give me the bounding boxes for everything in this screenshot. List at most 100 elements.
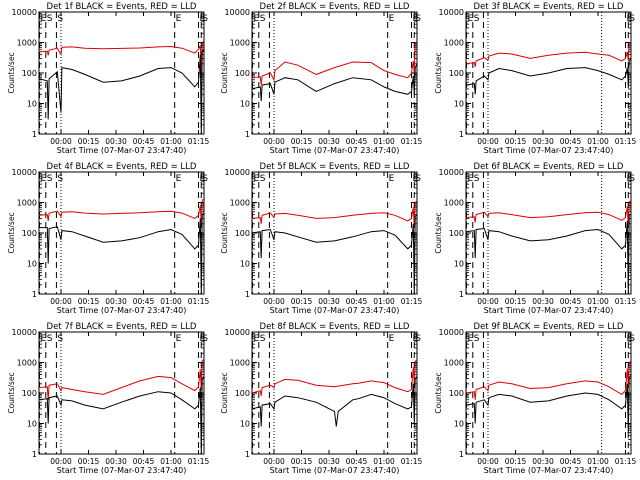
event-marker-label: E	[254, 334, 260, 344]
x-axis-label: Start Time (07-Mar-07 23:47:40)	[484, 306, 614, 315]
event-marker-label: E	[41, 174, 47, 184]
plot-frame	[251, 171, 418, 295]
y-axis-label: Counts/sec	[220, 52, 229, 93]
x-tick-label: 00:00	[50, 297, 72, 306]
x-tick-label: 01:00	[160, 457, 182, 466]
event-marker-label: E	[627, 14, 633, 24]
y-tick-label: 10000	[225, 168, 250, 177]
y-tick-label: 10000	[439, 328, 464, 337]
y-tick-label: 1	[459, 290, 464, 299]
y-tick-label: 10000	[225, 8, 250, 17]
x-tick-label: 01:15	[188, 297, 210, 306]
x-tick-label: 01:15	[615, 137, 637, 146]
plot-title: Det 1f BLACK = Events, RED = LLD	[47, 2, 197, 12]
x-tick-label: 00:30	[318, 457, 340, 466]
y-axis-label: Counts/sec	[7, 372, 16, 413]
y-tick-label: 1000	[444, 199, 464, 208]
events-series-line	[251, 376, 418, 427]
y-tick-label: 100	[22, 229, 37, 238]
x-tick-label: 00:15	[291, 137, 313, 146]
event-marker-label: E	[468, 174, 474, 184]
event-marker-label: E	[176, 174, 182, 184]
y-tick-label: 10	[454, 100, 464, 109]
x-tick-label: 01:15	[615, 297, 637, 306]
event-marker-label: S	[47, 334, 53, 344]
plot-title: Det 4f BLACK = Events, RED = LLD	[47, 162, 197, 172]
x-tick-label: 00:00	[263, 297, 285, 306]
plot-title: Det 3f BLACK = Events, RED = LLD	[474, 2, 624, 12]
event-marker-label: E	[389, 174, 395, 184]
y-axis-label: Counts/sec	[434, 212, 443, 253]
event-marker-label: S	[57, 14, 63, 24]
x-tick-label: 01:15	[188, 457, 210, 466]
event-marker-label: E	[413, 14, 419, 24]
y-axis-label: Counts/sec	[220, 372, 229, 413]
y-tick-label: 1	[32, 290, 37, 299]
event-marker-label: E	[41, 14, 47, 24]
x-axis-label: Start Time (07-Mar-07 23:47:40)	[484, 466, 614, 475]
y-axis-label: Counts/sec	[434, 52, 443, 93]
events-series-line	[38, 48, 205, 135]
event-marker-label: E	[413, 334, 419, 344]
x-tick-label: 00:00	[50, 137, 72, 146]
event-marker-label: E	[176, 334, 182, 344]
y-tick-label: 100	[235, 389, 250, 398]
x-tick-label: 00:45	[133, 137, 155, 146]
x-tick-label: 01:15	[401, 457, 423, 466]
plot-frame	[465, 331, 632, 455]
plot-title: Det 2f BLACK = Events, RED = LLD	[260, 2, 410, 12]
plot-title: Det 6f BLACK = Events, RED = LLD	[474, 162, 624, 172]
event-marker-label: S	[202, 174, 208, 184]
x-tick-label: 00:30	[532, 297, 554, 306]
x-tick-label: 00:00	[477, 297, 499, 306]
event-marker-label: E	[627, 334, 633, 344]
events-series-line	[465, 58, 632, 95]
x-axis-label: Start Time (07-Mar-07 23:47:40)	[57, 466, 187, 475]
event-marker-label: E	[254, 174, 260, 184]
x-axis-label: Start Time (07-Mar-07 23:47:40)	[57, 146, 187, 155]
y-tick-label: 100	[235, 229, 250, 238]
x-tick-label: 00:15	[505, 457, 527, 466]
events-series-line	[465, 213, 632, 295]
x-axis-label: Start Time (07-Mar-07 23:47:40)	[270, 466, 400, 475]
event-marker-label: E	[41, 334, 47, 344]
y-tick-label: 1	[245, 130, 250, 139]
y-tick-label: 10000	[439, 168, 464, 177]
y-tick-label: 10	[454, 420, 464, 429]
y-tick-label: 1	[32, 130, 37, 139]
x-tick-label: 00:15	[78, 457, 100, 466]
x-tick-label: 00:00	[477, 457, 499, 466]
x-tick-label: 00:30	[318, 297, 340, 306]
event-marker-label: S	[202, 14, 208, 24]
y-tick-label: 1	[459, 450, 464, 459]
events-series-line	[38, 376, 205, 455]
y-tick-label: 10	[27, 420, 37, 429]
x-tick-label: 00:30	[532, 137, 554, 146]
y-tick-label: 10	[27, 100, 37, 109]
events-series-line	[465, 374, 632, 433]
x-tick-label: 00:30	[105, 137, 127, 146]
x-tick-label: 01:00	[373, 457, 395, 466]
y-tick-label: 10	[240, 260, 250, 269]
event-marker-label: S	[629, 334, 635, 344]
x-tick-label: 00:15	[505, 137, 527, 146]
lld-series-line	[465, 42, 632, 67]
plot-frame	[38, 11, 205, 135]
y-axis-label: Counts/sec	[434, 372, 443, 413]
y-tick-label: 1000	[17, 199, 37, 208]
y-tick-label: 10000	[12, 328, 37, 337]
x-tick-label: 01:15	[401, 137, 423, 146]
y-axis-label: Counts/sec	[220, 212, 229, 253]
event-marker-label: S	[415, 14, 421, 24]
y-tick-label: 10	[240, 420, 250, 429]
event-marker-label: S	[260, 334, 266, 344]
y-tick-label: 100	[449, 389, 464, 398]
x-tick-label: 01:00	[160, 297, 182, 306]
x-tick-label: 00:45	[560, 137, 582, 146]
x-tick-label: 00:30	[105, 457, 127, 466]
event-marker-label: S	[57, 174, 63, 184]
y-tick-label: 10	[27, 260, 37, 269]
x-tick-label: 00:30	[318, 137, 340, 146]
y-tick-label: 10000	[12, 8, 37, 17]
event-marker-label: S	[57, 334, 63, 344]
